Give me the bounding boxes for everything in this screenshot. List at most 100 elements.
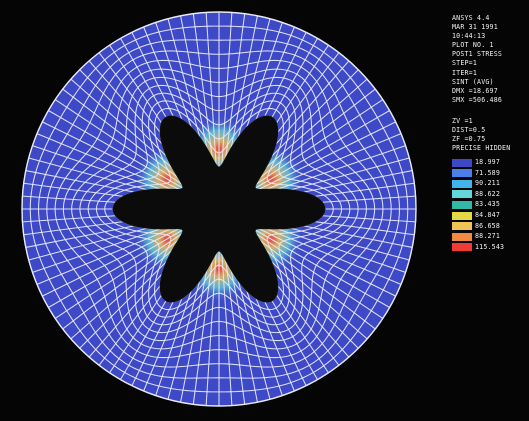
mesh-spoke — [276, 294, 329, 374]
legend-entry: 88.622 — [452, 189, 526, 200]
mesh-spoke — [246, 290, 283, 396]
mesh-spoke — [258, 121, 396, 190]
mesh-spoke — [230, 269, 258, 403]
mesh-spoke — [180, 15, 208, 149]
mesh-spoke — [131, 301, 174, 386]
info-line: ITER=1 — [452, 68, 478, 77]
legend-label: 83.435 — [475, 200, 501, 209]
legend-swatch — [452, 200, 472, 209]
mesh-spoke — [270, 260, 359, 349]
mesh-spoke — [143, 26, 183, 120]
mesh-spoke — [155, 290, 192, 396]
mesh-spoke — [25, 170, 135, 193]
mesh-spoke — [22, 215, 116, 223]
mesh-spoke — [290, 227, 410, 261]
view-line: DIST=0.5 — [452, 126, 486, 135]
info-line: MAR 31 1991 — [452, 23, 498, 32]
mesh-spoke — [54, 99, 183, 185]
mesh-spoke — [155, 22, 192, 128]
star-hole — [112, 115, 326, 303]
mesh-spoke — [314, 182, 415, 197]
mesh-spoke — [270, 69, 359, 158]
mesh-spoke — [23, 221, 124, 236]
mesh-spoke — [266, 133, 402, 190]
info-panel: ANSYS 4.4 MAR 31 1991 10:44:13 PLOT NO. 1 PO… — [452, 14, 526, 253]
mesh-spoke — [237, 280, 271, 400]
legend-label: 86.658 — [475, 221, 501, 230]
mesh-spoke — [265, 78, 368, 169]
mesh-spoke — [62, 88, 179, 179]
legend-swatch — [452, 222, 472, 231]
mesh-spoke — [275, 273, 350, 358]
mesh-spoke — [314, 221, 415, 236]
legend-label: 84.847 — [475, 211, 501, 220]
legend-label: 90.211 — [475, 179, 501, 188]
mesh-spoke — [277, 228, 406, 273]
mesh-spoke — [48, 110, 183, 189]
mesh-spoke — [28, 227, 148, 261]
legend-swatch — [452, 169, 472, 178]
disk-outline — [21, 11, 417, 407]
legend-label: 71.589 — [475, 168, 501, 177]
mesh-spoke — [221, 253, 233, 406]
mesh-spoke — [143, 298, 183, 392]
mesh-spoke — [275, 60, 350, 145]
mesh-spoke — [22, 195, 116, 203]
legend-entry: 88.271 — [452, 231, 526, 242]
mesh-spoke — [79, 260, 168, 349]
mesh-spoke — [290, 157, 410, 191]
mesh-spoke — [32, 228, 161, 273]
stress-contour-plot — [21, 11, 417, 407]
info-line: PLOT NO. 1 — [452, 41, 494, 50]
legend-label: 88.271 — [475, 232, 501, 241]
mesh-spoke — [246, 22, 283, 128]
mesh-spoke — [180, 269, 208, 403]
mesh-spoke — [167, 18, 201, 138]
mesh-spoke — [120, 300, 167, 380]
mesh-spoke — [265, 249, 368, 340]
mesh-spoke — [271, 300, 318, 380]
mesh-spoke — [62, 239, 179, 330]
mesh-spoke — [230, 15, 258, 149]
mesh-spoke — [277, 52, 340, 133]
legend-entry: 115.543 — [452, 242, 526, 253]
legend-entry: 71.589 — [452, 168, 526, 179]
mesh-spoke — [258, 228, 396, 297]
mesh-spoke — [276, 44, 329, 124]
contour-legend: 18.997 71.589 90.211 88.622 83.435 84.847 86.6… — [452, 157, 526, 252]
mesh-spoke — [225, 13, 246, 159]
mesh-spoke — [303, 225, 413, 248]
mesh-spoke — [264, 301, 307, 386]
mesh-spoke — [303, 170, 413, 193]
legend-swatch — [452, 190, 472, 199]
view-line: ZF =0.75 — [452, 135, 486, 144]
mesh-spoke — [48, 229, 183, 308]
mesh-spoke — [255, 233, 384, 319]
mesh-spoke — [79, 69, 168, 158]
legend-entry: 83.435 — [452, 200, 526, 211]
mesh-spoke — [23, 182, 124, 197]
info-line: STEP=1 — [452, 59, 478, 68]
mesh-spoke — [255, 99, 384, 185]
mesh-spoke — [28, 157, 148, 191]
info-line: SMX =506.486 — [452, 95, 503, 104]
legend-label: 115.543 — [475, 242, 505, 251]
mesh-spoke — [237, 18, 271, 138]
mesh-spoke — [277, 145, 406, 190]
mesh-spoke — [266, 228, 402, 285]
mesh-spoke — [221, 12, 233, 165]
mesh-spoke — [36, 133, 172, 190]
view-line: ZV =1 — [452, 116, 473, 125]
legend-swatch — [452, 179, 472, 188]
mesh-spoke — [42, 121, 180, 190]
info-line: 10:44:13 — [452, 32, 486, 41]
mesh-spoke — [70, 249, 173, 340]
mesh-spoke — [42, 228, 180, 297]
mesh-spoke — [255, 298, 295, 392]
mesh-spoke — [322, 215, 416, 223]
mesh-spoke — [98, 52, 161, 133]
mesh-spoke — [225, 259, 246, 405]
mesh-spoke — [255, 26, 295, 120]
mesh-spoke — [255, 110, 390, 189]
